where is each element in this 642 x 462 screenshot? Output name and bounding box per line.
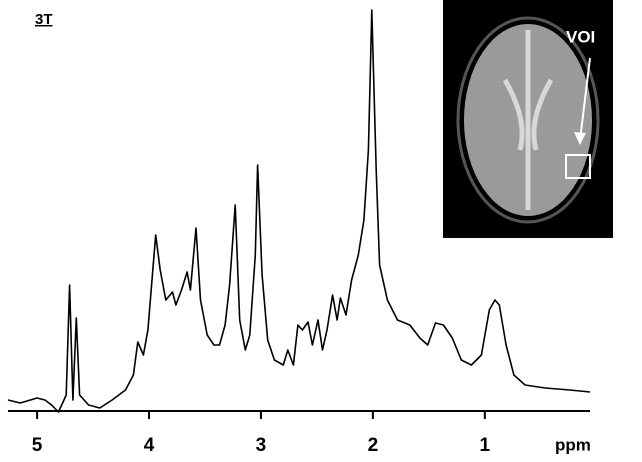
page: 3T ppm VOI 54321 (() => { const data = J…	[0, 0, 642, 462]
chart: 3T ppm VOI 5 4 3 2 1	[0, 0, 642, 462]
x-tick-label: 3	[256, 435, 267, 456]
x-tick-label: 5	[32, 435, 43, 456]
chart-title: 3T	[35, 11, 53, 28]
x-tick-label: 2	[368, 435, 379, 456]
inset-image: VOI	[443, 0, 613, 238]
x-tick-label: 4	[144, 435, 155, 456]
inset-label: VOI	[566, 27, 595, 46]
x-tick-label: 1	[480, 435, 491, 456]
x-axis-label: ppm	[555, 435, 591, 454]
